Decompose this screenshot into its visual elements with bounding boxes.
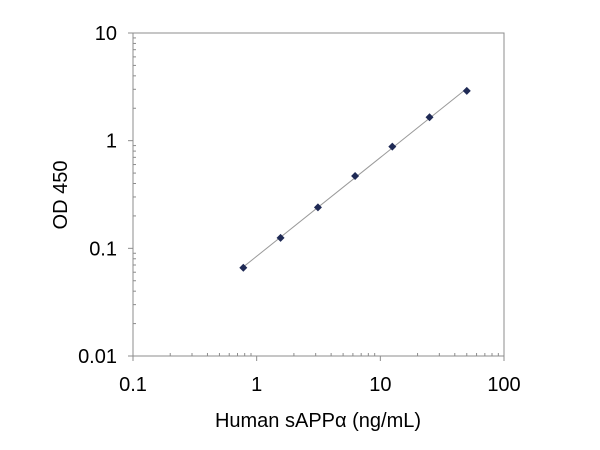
y-tick-label: 0.01 (78, 346, 117, 368)
data-point (425, 113, 434, 122)
data-point (239, 263, 248, 272)
y-tick-label: 10 (95, 23, 117, 45)
y-tick-label: 1 (106, 131, 117, 153)
data-point (276, 233, 285, 242)
x-tick-label: 10 (369, 374, 391, 396)
plot-area (132, 32, 505, 357)
ticks (128, 32, 505, 361)
x-tick-label: 0.1 (119, 374, 147, 396)
y-tick-label: 0.1 (89, 238, 117, 260)
y-axis-label: OD 450 (50, 161, 72, 230)
x-tick-label: 1 (251, 374, 262, 396)
data-point (462, 86, 471, 95)
data-point (388, 142, 397, 151)
data-point (351, 171, 360, 180)
x-axis-label: Human sAPPα (ng/mL) (215, 410, 421, 432)
x-tick-label: 100 (487, 374, 520, 396)
data-point (313, 203, 322, 212)
data-points (239, 86, 471, 272)
